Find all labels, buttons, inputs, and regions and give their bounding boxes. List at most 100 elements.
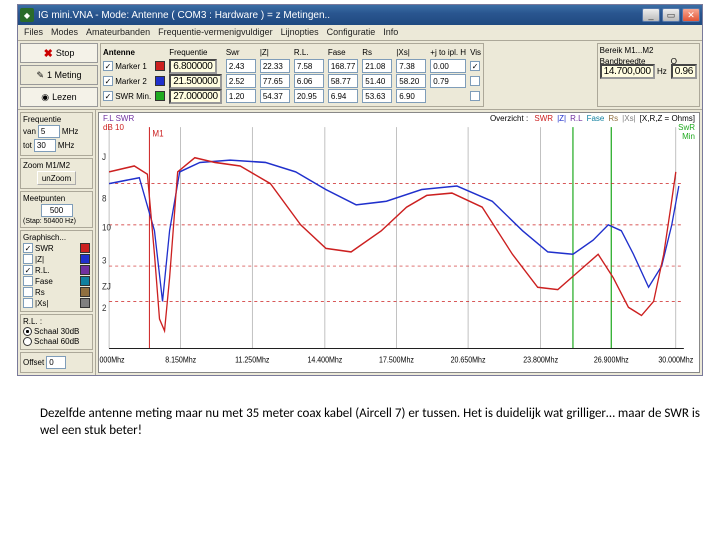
meetpunten-input[interactable] [41,204,73,217]
chart-left-label: F.L SWR dB 10 [103,114,134,132]
toolbar-row: ✖Stop ✎1 Meting ◉Lezen Antenne✓ Marker 1… [18,41,702,110]
bulb-icon: ◉ [41,92,49,103]
graph-swatch [80,298,90,308]
graph-checkbox[interactable] [23,287,33,297]
graph-checkbox[interactable]: ✓ [23,243,33,253]
left-controls: ✖Stop ✎1 Meting ◉Lezen [20,43,98,107]
bereik-label: Bereik M1...M2 [600,46,697,55]
graph-title: Graphisch... [23,233,90,242]
marker-swatch [155,91,165,101]
marker-freq: 6.800000 [169,59,216,74]
svg-text:J: J [102,151,106,162]
marker-swatch [155,76,165,86]
app-icon: ◆ [20,8,34,22]
vis-checkbox[interactable]: ✓ [470,61,480,71]
vis-checkbox[interactable] [470,76,480,86]
rl-title: R.L. : [23,317,90,326]
titlebar: ◆ IG mini.VNA - Mode: Antenne ( COM3 : H… [18,5,702,25]
chart-svg: M1 J 8 10 3 ZJ 2 5.000Mhz 8.150Mhz 11.250Mhz 14.40… [99,113,699,372]
marker-cell: 22.33 [260,59,290,73]
freq-title: Frequentie [23,115,90,124]
marker-checkbox[interactable]: ✓ [103,91,113,101]
rl-panel: R.L. : Schaal 30dB Schaal 60dB [20,314,93,350]
svg-text:3: 3 [102,255,107,266]
svg-text:2: 2 [102,302,107,313]
zoom-title: Zoom M1/M2 [23,161,90,170]
meet-title: Meetpunten [23,194,90,203]
marker-cell [430,89,466,103]
app-window: ◆ IG mini.VNA - Mode: Antenne ( COM3 : H… [17,4,703,376]
marker-cell: 2.43 [226,59,256,73]
graph-swatch [80,265,90,275]
q-value: 0.96 [671,64,697,79]
menubar: Files Modes Amateurbanden Frequentie-ver… [18,25,702,41]
lezen-button[interactable]: ◉Lezen [20,87,98,107]
marker-cell: 6.06 [294,74,324,88]
body-row: Frequentie vanMHz totMHz Zoom M1/M2 unZo… [18,110,702,375]
svg-text:5.000Mhz: 5.000Mhz [99,355,125,365]
svg-text:10: 10 [102,222,111,233]
svg-text:23.800Mhz: 23.800Mhz [523,355,558,365]
marker-cell: 6.94 [328,89,358,103]
menu-amateur[interactable]: Amateurbanden [86,27,150,38]
marker-swatch [155,61,165,71]
rl-radio-30[interactable] [23,327,32,336]
meting-button[interactable]: ✎1 Meting [20,65,98,85]
marker-cell: 58.20 [396,74,426,88]
offset-input[interactable] [46,356,66,369]
graph-checkbox[interactable]: ✓ [23,265,33,275]
unzoom-button[interactable]: unZoom [37,171,76,185]
stop-icon: ✖ [44,47,53,60]
freq-tot-input[interactable] [34,139,56,152]
graph-checkbox[interactable] [23,254,33,264]
marker-cell: 51.40 [362,74,392,88]
marker-cell: 7.58 [294,59,324,73]
marker-table: Antenne✓ Marker 1✓ Marker 2✓ SWR Min.Fre… [100,43,484,107]
svg-text:30.000Mhz: 30.000Mhz [658,355,693,365]
marker-cell: 77.65 [260,74,290,88]
svg-text:8.150Mhz: 8.150Mhz [165,355,196,365]
main-area: F.L SWR dB 10 Overzicht : SWR|Z|R.LFaseR… [96,110,702,375]
menu-lijn[interactable]: Lijnopties [281,27,319,38]
graph-checkbox[interactable] [23,298,33,308]
marker-checkbox[interactable]: ✓ [103,61,113,71]
menu-files[interactable]: Files [24,27,43,38]
graph-checkbox[interactable] [23,276,33,286]
rl-radio-60[interactable] [23,337,32,346]
vis-checkbox[interactable] [470,91,480,101]
svg-text:ZJ: ZJ [102,281,111,292]
stop-button[interactable]: ✖Stop [20,43,98,63]
freq-van-input[interactable] [38,125,60,138]
svg-text:8: 8 [102,193,107,204]
zoom-panel: Zoom M1/M2 unZoom [20,158,93,189]
offset-panel: Offset [20,352,93,373]
svg-text:26.900Mhz: 26.900Mhz [594,355,629,365]
marker-cell: 0.00 [430,59,466,73]
graph-swatch [80,254,90,264]
bandbreedte-value: 14.700,000 [600,64,655,79]
svg-text:17.500Mhz: 17.500Mhz [379,355,414,365]
chart-icon: ✎ [36,70,44,81]
svg-text:M1: M1 [152,128,163,139]
minimize-button[interactable]: _ [642,8,660,22]
graph-swatch [80,243,90,253]
marker-cell: 2.52 [226,74,256,88]
bereik-panel: Bereik M1...M2 Bandbreedte 14.700,000 Hz… [597,43,700,107]
marker-cell: 21.08 [362,59,392,73]
svg-text:14.400Mhz: 14.400Mhz [307,355,342,365]
window-controls: _ ▭ ✕ [642,8,700,22]
menu-config[interactable]: Configuratie [327,27,376,38]
svg-text:20.650Mhz: 20.650Mhz [451,355,486,365]
close-button[interactable]: ✕ [682,8,700,22]
menu-modes[interactable]: Modes [51,27,78,38]
maximize-button[interactable]: ▭ [662,8,680,22]
graph-swatch [80,276,90,286]
marker-checkbox[interactable]: ✓ [103,76,113,86]
graph-swatch [80,287,90,297]
marker-cell: 6.90 [396,89,426,103]
bandbreedte-unit: Hz [657,67,667,76]
menu-info[interactable]: Info [383,27,398,38]
menu-freqmult[interactable]: Frequentie-vermenigvuldiger [158,27,273,38]
window-title: IG mini.VNA - Mode: Antenne ( COM3 : Har… [38,10,642,21]
svg-text:11.250Mhz: 11.250Mhz [235,355,269,365]
